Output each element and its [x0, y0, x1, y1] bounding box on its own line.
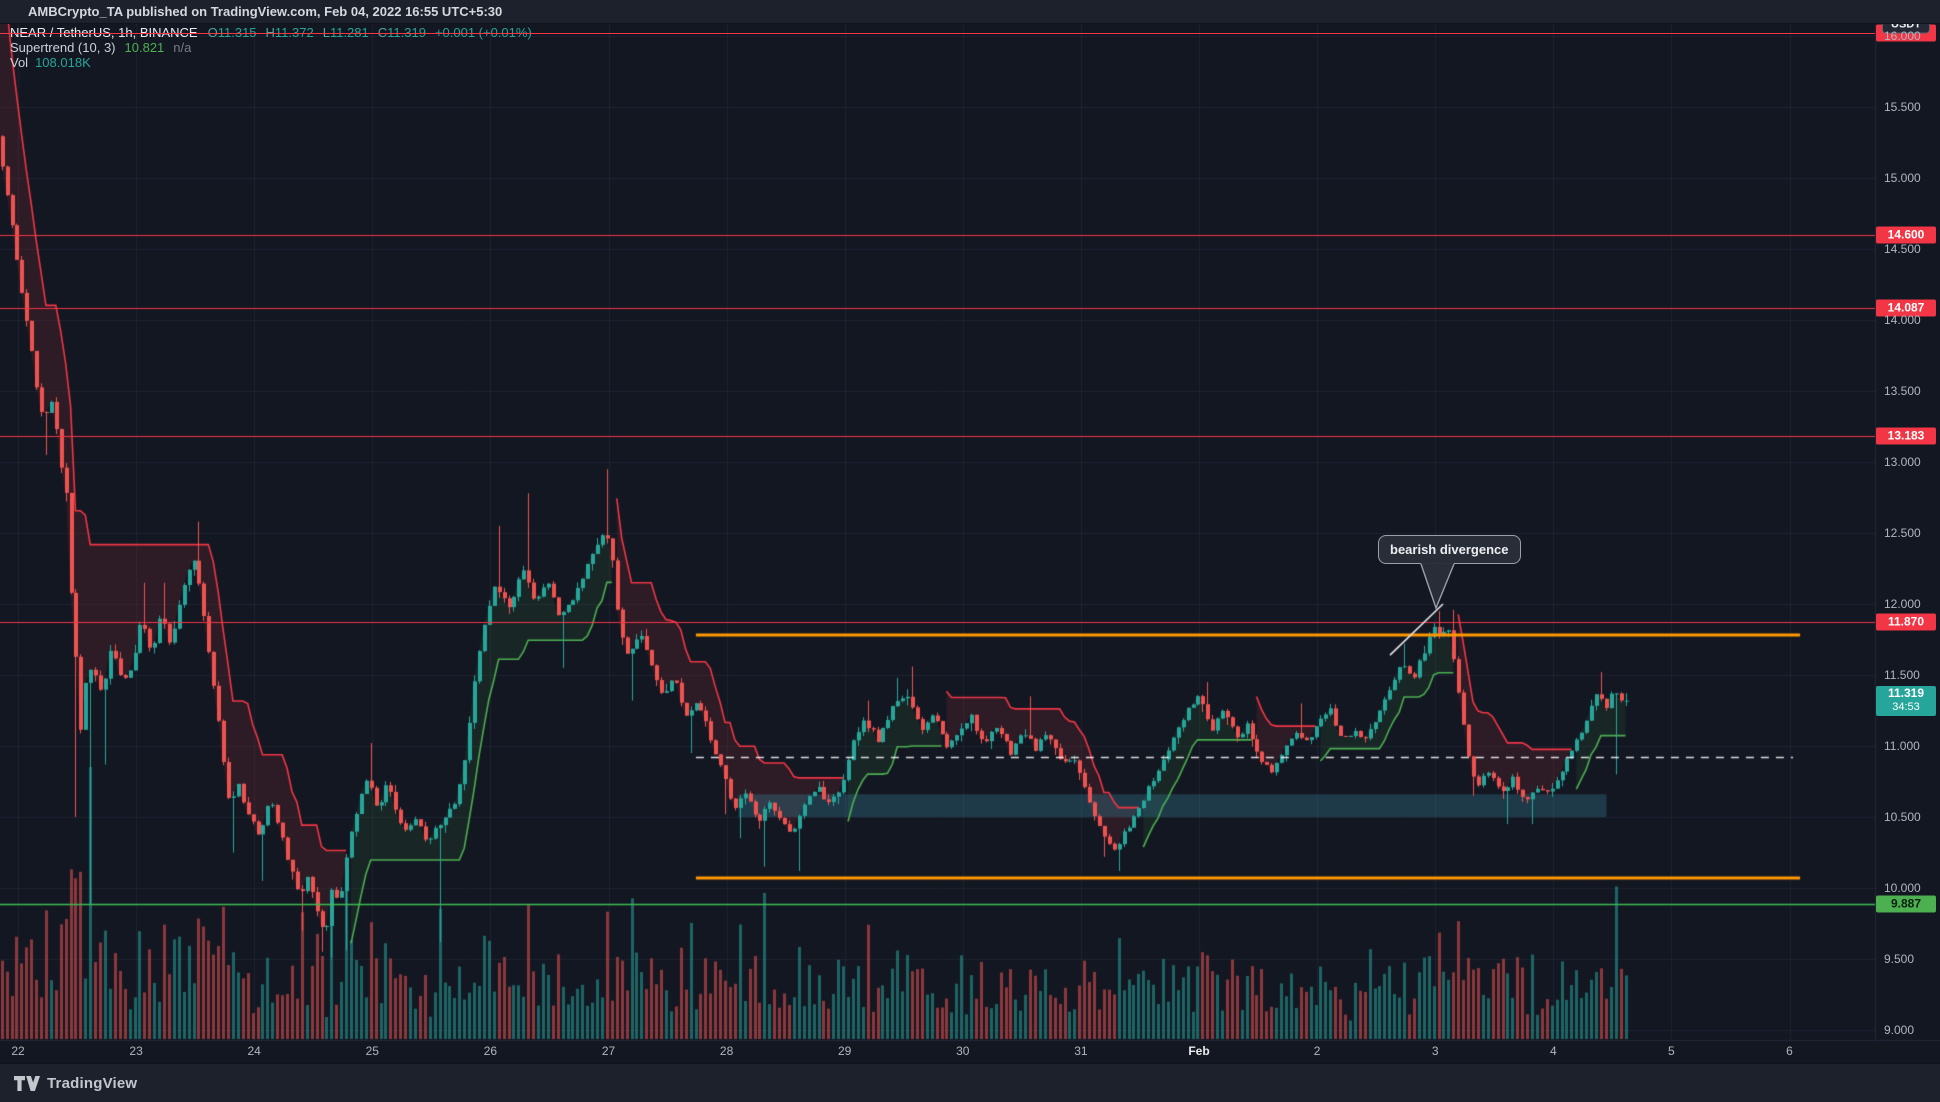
price-level-badge: 11.870	[1876, 613, 1936, 631]
time-tick: 22	[11, 1044, 25, 1058]
ohlc-item: L11.281	[323, 25, 369, 40]
chart-area: NEAR / TetherUS, 1h, BINANCE O11.315 H11.3…	[0, 16, 1940, 1063]
price-chart-canvas[interactable]	[0, 24, 1940, 1063]
footer-bar: TradingView	[0, 1063, 1940, 1102]
legend-volume-row: Vol 108.018K	[10, 56, 532, 70]
price-tick: 16.000	[1884, 29, 1921, 43]
price-tick: 9.500	[1884, 952, 1915, 966]
time-tick: 5	[1668, 1044, 1675, 1058]
price-tick: 13.500	[1884, 384, 1921, 398]
price-tick: 10.500	[1884, 810, 1921, 824]
price-tick: 14.500	[1884, 242, 1921, 256]
price-tick: 11.000	[1884, 739, 1920, 753]
time-tick: 24	[247, 1044, 261, 1058]
tradingview-brand-link[interactable]: TradingView	[14, 1075, 137, 1092]
ohlc-item: C11.319	[378, 25, 426, 40]
volume-value: 108.018K	[35, 55, 91, 70]
price-level-badge: 9.887	[1876, 895, 1936, 913]
time-tick: 4	[1549, 1044, 1557, 1058]
time-tick: 3	[1431, 1044, 1439, 1058]
price-level-badge: 13.183	[1876, 427, 1936, 445]
symbol-title: NEAR / TetherUS, 1h, BINANCE	[10, 25, 198, 40]
time-tick: 6	[1786, 1044, 1793, 1058]
volume-label: Vol	[10, 55, 29, 70]
legend-indicator-row: Supertrend (10, 3) 10.821 n/a	[10, 41, 532, 55]
time-tick: 30	[956, 1044, 970, 1058]
tradingview-brand-text: TradingView	[47, 1075, 138, 1092]
indicator-na: n/a	[173, 40, 192, 55]
price-tick: 15.000	[1884, 171, 1921, 185]
price-tick: 13.000	[1884, 455, 1921, 469]
indicator-name: Supertrend (10, 3)	[10, 40, 116, 55]
publish-info-text: AMBCrypto_TA published on TradingView.co…	[28, 4, 503, 19]
price-level-line-16	[0, 33, 1875, 34]
time-tick: 2	[1313, 1044, 1321, 1058]
annotation-tooltip-text: bearish divergence	[1390, 542, 1509, 557]
time-tick: 23	[129, 1044, 143, 1058]
ohlc-item: H11.372	[266, 25, 314, 40]
annotation-tooltip[interactable]: bearish divergence	[1378, 535, 1521, 564]
tradingview-logo-icon	[14, 1076, 40, 1091]
legend-symbol-row: NEAR / TetherUS, 1h, BINANCE O11.315 H11.3…	[10, 26, 532, 40]
price-level-badge: 14.600	[1876, 226, 1936, 244]
price-tick: 15.500	[1884, 100, 1921, 114]
time-tick: 31	[1074, 1044, 1088, 1058]
price-tick: 14.000	[1884, 313, 1921, 327]
price-tick: 10.000	[1884, 881, 1921, 895]
chart-legend: NEAR / TetherUS, 1h, BINANCE O11.315 H11.3…	[10, 26, 532, 70]
price-change: +0.001 (+0.01%)	[434, 25, 532, 40]
last-price-value: 11.319	[1887, 685, 1925, 700]
time-tick: 27	[601, 1044, 616, 1058]
indicator-value: 10.821	[124, 40, 165, 55]
price-level-badge: 14.087	[1876, 299, 1936, 317]
ohlc-values: O11.315 H11.372 L11.281 C11.319	[208, 25, 435, 40]
time-tick: 26	[483, 1044, 498, 1058]
time-tick: 28	[719, 1044, 734, 1058]
price-tick: 11.500	[1884, 668, 1920, 682]
ohlc-item: O11.315	[208, 25, 257, 40]
time-tick: 25	[365, 1044, 379, 1058]
price-axis[interactable]: 14.600 14.087 13.183 11.870 9.887 USDT 16.000…	[1875, 16, 1940, 1040]
publish-info-bar: AMBCrypto_TA published on TradingView.co…	[0, 0, 1940, 24]
bar-countdown: 34:53	[1892, 700, 1920, 713]
price-tick: 12.000	[1884, 597, 1921, 611]
price-tick: 12.500	[1884, 526, 1921, 540]
time-axis[interactable]: 22 23 24 25 26 27 28 29 30 31 Feb 2 3 4 5 6	[0, 1040, 1940, 1063]
annotation-tooltip-tail	[1420, 563, 1455, 610]
last-price-badge: 11.319 34:53	[1876, 685, 1936, 716]
time-tick: Feb	[1188, 1044, 1210, 1058]
time-tick: 29	[838, 1044, 852, 1058]
price-tick: 9.000	[1884, 1023, 1915, 1037]
